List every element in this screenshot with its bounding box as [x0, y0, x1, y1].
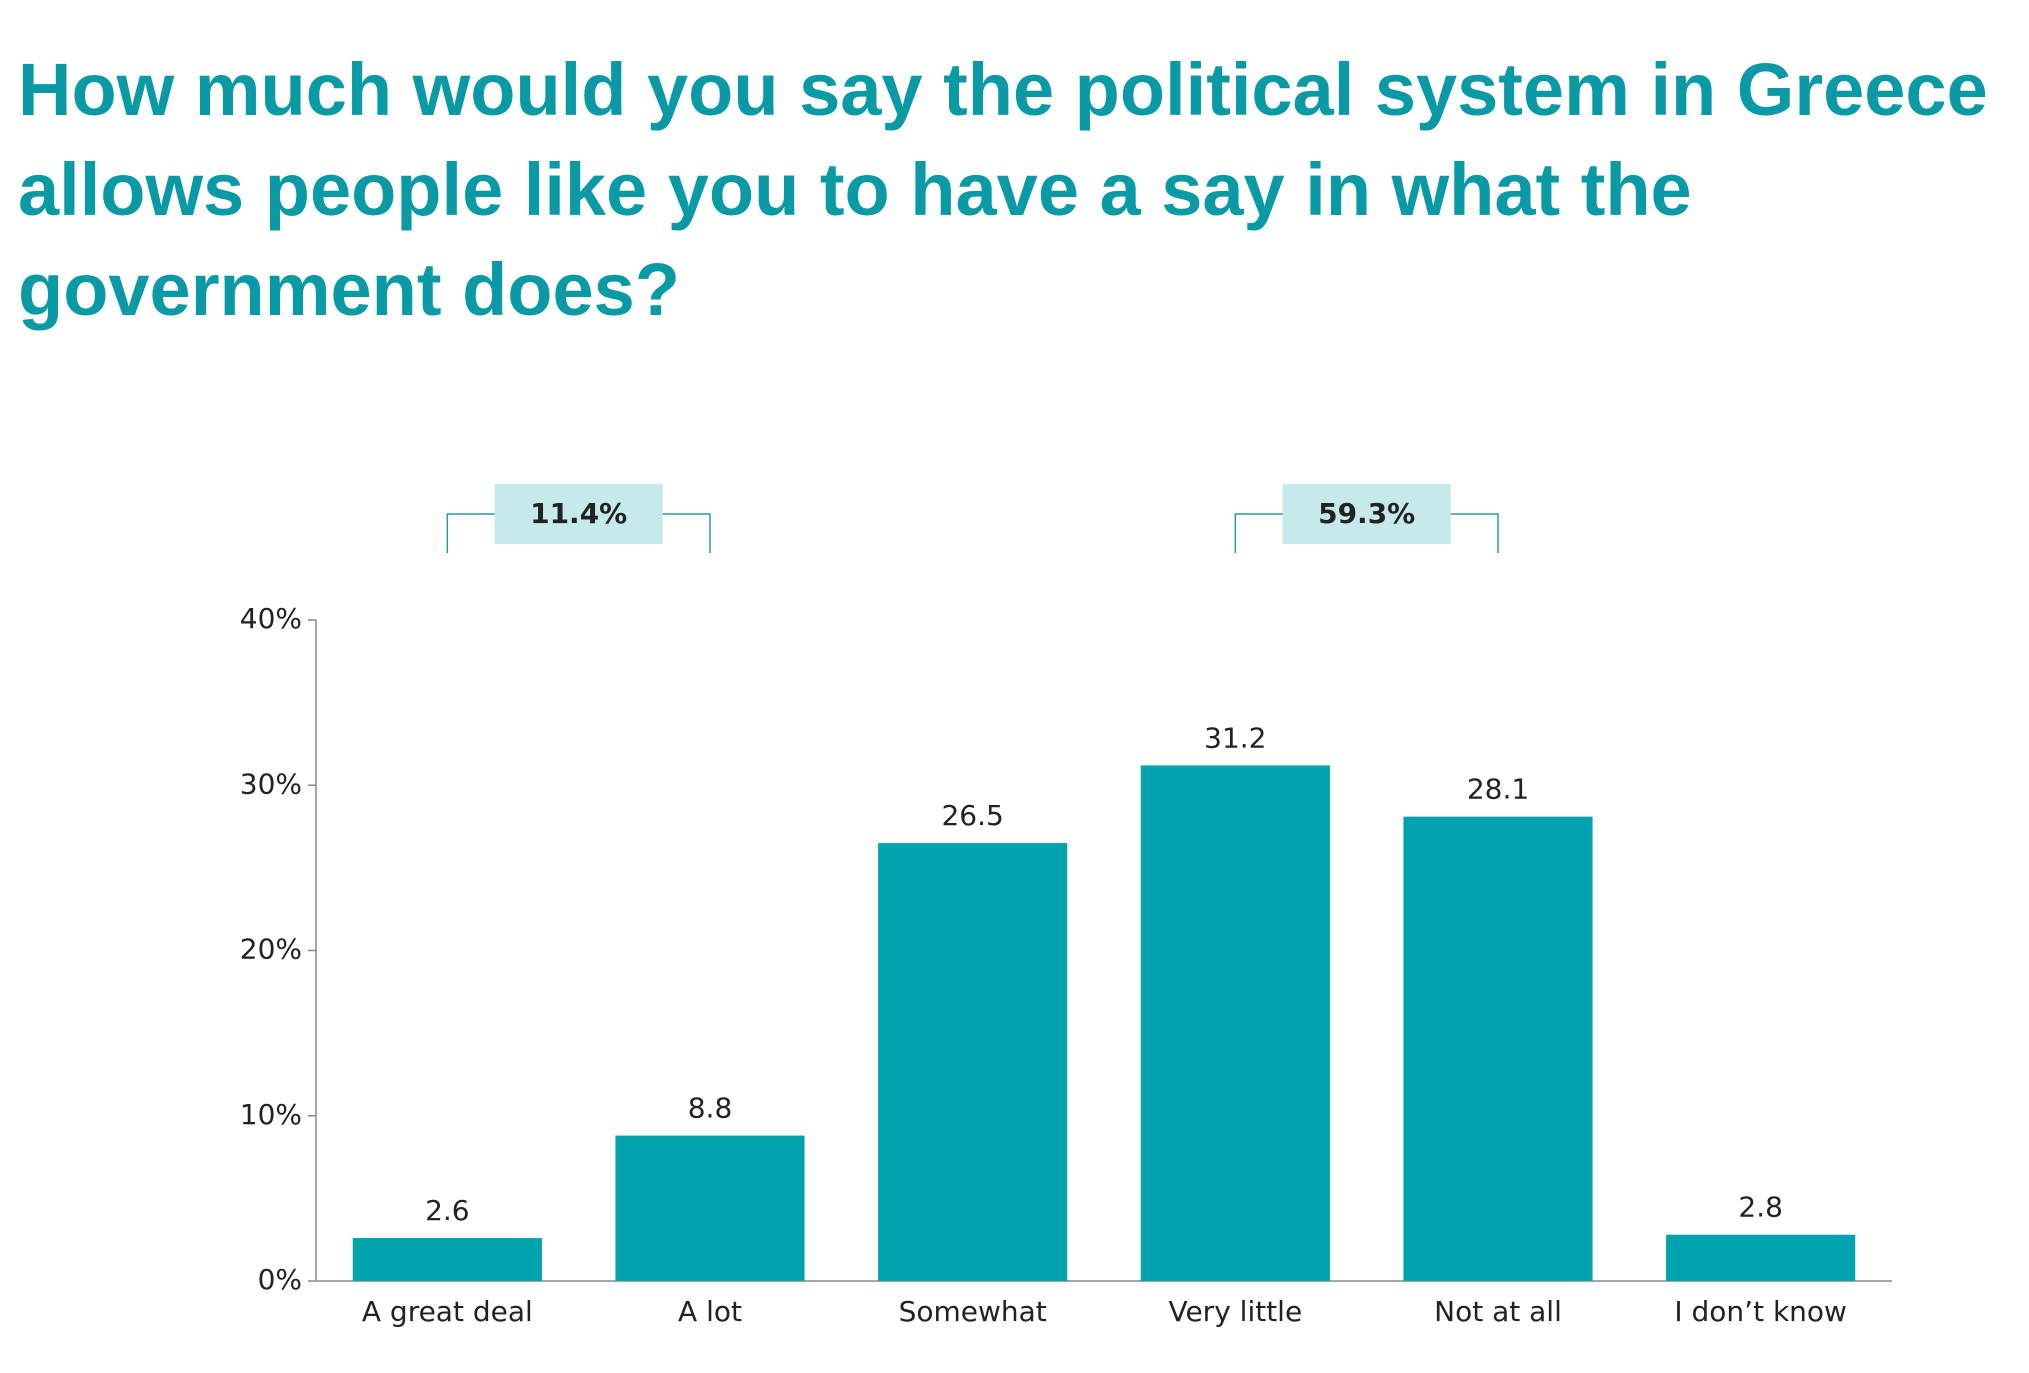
bar: [352, 1238, 542, 1281]
x-tick-label: A great deal: [362, 1295, 533, 1328]
annotation-label: 11.4%: [530, 497, 627, 530]
y-tick-label: 10%: [240, 1098, 302, 1131]
value-label: 2.6: [425, 1194, 470, 1227]
annotation-box: [1282, 484, 1451, 544]
chart-title: How much would you say the political sys…: [18, 48, 1988, 331]
y-tick-label: 20%: [240, 933, 302, 966]
x-tick-label: A lot: [678, 1295, 742, 1328]
x-tick-label: Somewhat: [899, 1295, 1047, 1328]
value-label: 28.1: [1467, 773, 1529, 806]
annotation-box: [494, 484, 663, 544]
value-label: 26.5: [941, 799, 1003, 832]
annotation-label: 59.3%: [1318, 497, 1415, 530]
x-tick-label: Very little: [1168, 1295, 1302, 1328]
bar: [1403, 816, 1593, 1281]
y-tick-label: 0%: [258, 1263, 302, 1296]
bar: [1666, 1234, 1856, 1281]
bar: [615, 1135, 805, 1281]
y-tick-label: 30%: [240, 767, 302, 800]
value-label: 8.8: [688, 1092, 733, 1125]
value-label: 2.8: [1738, 1191, 1783, 1224]
bar: [1140, 765, 1330, 1281]
value-label: 31.2: [1204, 721, 1266, 754]
y-tick-label: 40%: [240, 602, 302, 635]
x-tick-label: Not at all: [1434, 1295, 1562, 1328]
x-tick-label: I don’t know: [1674, 1295, 1847, 1328]
bar: [878, 843, 1068, 1281]
